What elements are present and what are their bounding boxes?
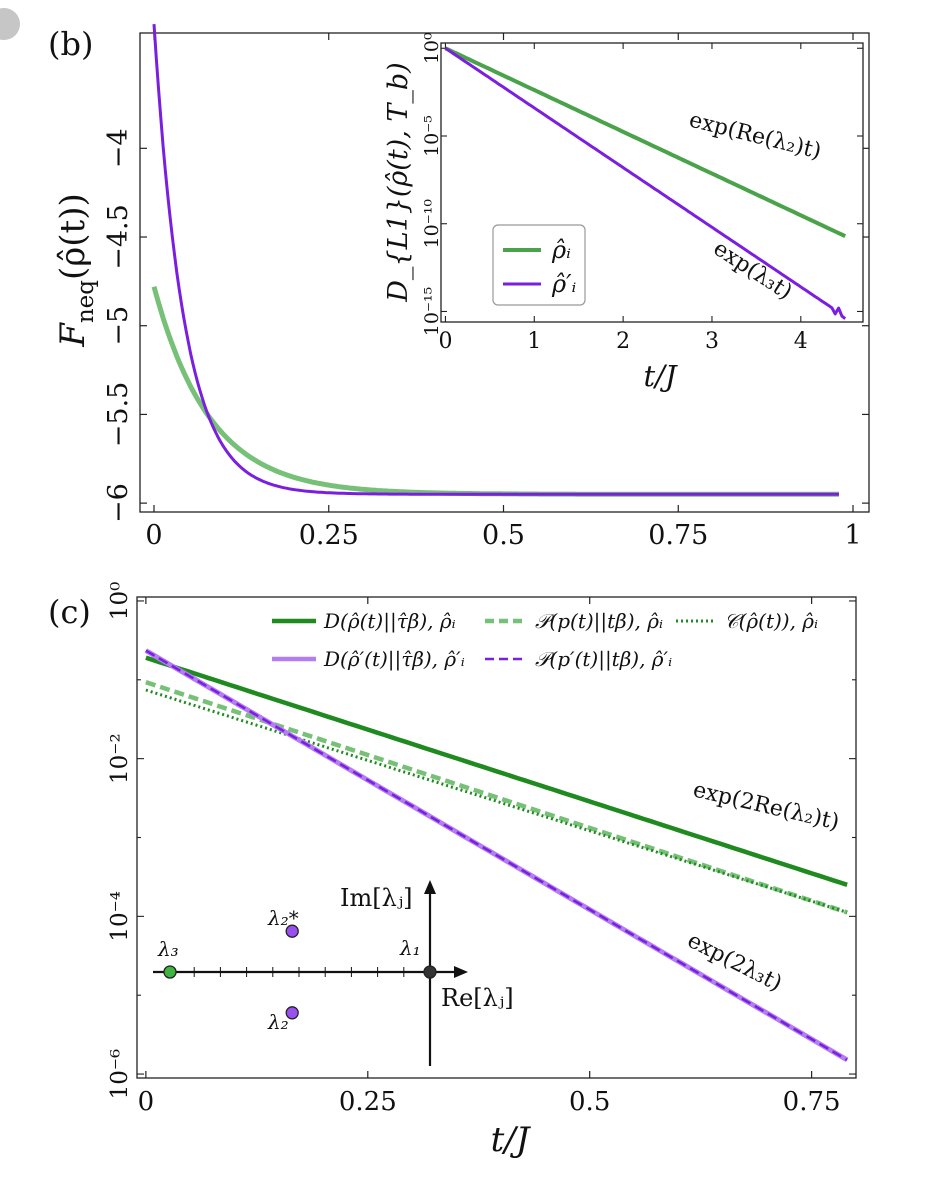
panel-c-label: (c) [48,593,91,631]
svg-text:D_{L1}(ρ̂(t), T_b): D_{L1}(ρ̂(t), T_b) [383,62,414,302]
eigen-re-arrow-icon [454,966,468,978]
panel-c-x-tick-label: 0 [138,1087,155,1117]
corner-circle-icon [0,8,20,40]
panel-b-x-tick-label: 0.5 [482,520,525,551]
panel-c-x-tick-label: 0.25 [339,1087,397,1117]
inset-legend-label-purple: ρ̂′ᵢ [551,270,577,298]
panel-b-label: (b) [48,25,93,63]
panel-c-plot-area: 0 0.25 0.5 0.75 10⁰ 10⁻² 10⁻⁴ 10⁻⁶ [107,582,857,1117]
inset-x-tick-label: 2 [616,329,630,354]
eigen-point-1 [285,1006,299,1020]
panel-b-x-tick-label: 1 [844,520,861,551]
inset-plot-area: 0 1 2 3 4 10⁰ 10⁻⁵ 10⁻¹⁰ 10⁻¹⁵ [421,32,864,354]
legend-label-D-purple: D(ρ̂′(t)||τ̂β), ρ̂′ᵢ [323,647,465,672]
ylabel-sub: neq [73,280,99,323]
panel-b-frame [139,32,870,513]
panel-b-inset: 0 1 2 3 4 10⁰ 10⁻⁵ 10⁻¹⁰ 10⁻¹⁵ D_{L1}(ρ̂(t), T_b… [383,32,864,393]
ylabel-main: F [53,322,93,348]
inset-y-axis-label: D_{L1}(ρ̂(t), T_b) [383,62,414,302]
panel-b-y-tick-label: −4.5 [103,204,134,270]
panel-c-y-tick-label: 10⁻² [107,733,133,784]
panel-b-x-tick-label: 0.75 [648,520,708,551]
panel-b-series-line-1 [152,23,839,496]
inset-y-tick-label: 10⁰ [421,32,443,64]
eigen-im-label: Im[λⱼ] [340,884,413,912]
eigen-im-arrow-icon [424,880,436,894]
panel-c-x-tick-label: 0.75 [783,1087,841,1117]
panel-c-y-tick-label: 10⁻⁴ [107,891,133,942]
eigen-axes [153,880,468,1066]
panel-b-y-tick-label: −5.5 [103,382,134,448]
eigen-lambda1-label: λ₁ [399,936,421,960]
eigen-point-2 [285,924,299,938]
inset-x-tick-label: 3 [705,329,719,354]
eigen-lambda2-label: λ₂ [267,1010,289,1034]
eigen-re-label: Re[λⱼ] [441,984,514,1012]
inset-legend-label-green: ρ̂ᵢ [551,236,571,264]
panel-b-y-axis-label: Fneq(ρ̂(t)) [53,193,99,347]
panel-b: (b) Fneq(ρ̂(t)) 0 0.25 0.5 0.75 1 −6 −5.5 −5 −4.… [48,23,870,551]
inset-x-tick-label: 1 [527,329,541,354]
legend-label-C-green: 𝒞(ρ̂(t)), ρ̂ᵢ [724,609,818,633]
ylabel-arg: (ρ̂(t)) [53,193,93,280]
inset-x-tick-label: 0 [438,329,452,354]
panel-c-series-line-0 [145,655,848,887]
panel-b-x-tick-label: 0.25 [299,520,359,551]
eigen-point-3 [163,965,177,979]
eigenvalue-diagram: Im[λⱼ] Re[λⱼ] λ₁ λ₂ λ₂* λ₃ [153,880,514,1066]
panel-c: (c) 0 0.25 0.5 0.75 10⁰ 10⁻² 10⁻⁴ 10⁻⁶ t/J D(ρ̂… [48,582,857,1160]
panel-b-y-tick-label: −6 [103,483,134,523]
panel-c-x-axis-label: t/J [491,1120,532,1160]
panel-b-y-tick-label: −5 [103,306,134,346]
inset-x-tick-label: 4 [794,329,808,354]
inset-y-tick-label: 10⁻⁵ [421,115,443,157]
legend-label-D-green: D(ρ̂(t)||τ̂β), ρ̂ᵢ [323,609,456,634]
panel-c-annotation-lambda3: exp(2λ₃t) [683,928,785,997]
inset-series-line-1 [444,47,847,320]
panel-b-plot-area: 0 0.25 0.5 0.75 1 −6 −5.5 −5 −4.5 −4 [103,23,870,551]
panel-c-annotation-re-lambda2: exp(2Re(λ₂)t) [691,777,842,835]
inset-x-axis-label: t/J [643,359,677,393]
panel-c-y-tick-label: 10⁰ [107,582,133,621]
panel-c-y-tick-label: 10⁻⁶ [107,1049,133,1100]
eigen-lambda3-label: λ₃ [157,937,179,961]
panel-c-legend: D(ρ̂(t)||τ̂β), ρ̂ᵢ 𝒫(p(t)||tβ), ρ̂ᵢ 𝒞(ρ̂… [272,609,818,672]
panel-c-x-tick-label: 0.5 [569,1087,610,1117]
legend-label-P-purple: 𝒫(p′(t)||tβ), ρ̂′ᵢ [535,647,672,672]
panel-b-y-tick-label: −4 [103,128,134,168]
eigen-lambda2-conj-label: λ₂* [267,906,299,930]
inset-legend: ρ̂ᵢ ρ̂′ᵢ [492,224,586,306]
inset-series-line-0 [444,46,847,238]
inset-y-tick-label: 10⁻¹⁰ [421,199,443,249]
legend-label-P-green: 𝒫(p(t)||tβ), ρ̂ᵢ [535,609,663,634]
panel-c-series-line-4 [145,649,848,1061]
eigen-point-0 [423,965,437,979]
svg-text:Fneq(ρ̂(t)): Fneq(ρ̂(t)) [53,193,99,347]
panel-b-x-tick-label: 0 [145,520,162,551]
inset-y-tick-label: 10⁻¹⁵ [421,287,443,336]
